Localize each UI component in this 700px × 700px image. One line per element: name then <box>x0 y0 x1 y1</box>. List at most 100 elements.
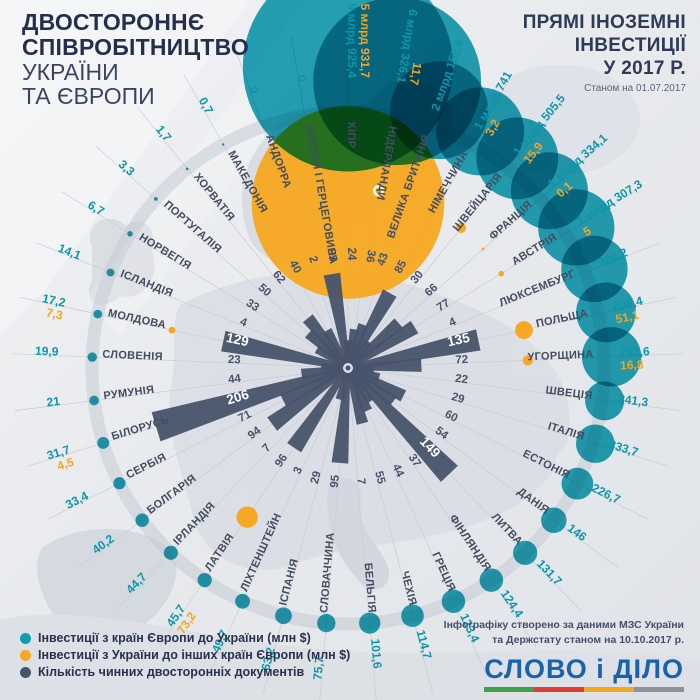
country-label: ЛИТВА <box>489 511 525 548</box>
documents-count-label: 95 <box>329 474 342 488</box>
country-ray <box>95 145 338 360</box>
logo-underline-segment <box>534 687 585 692</box>
investment-in-value: 131,7 <box>534 557 565 589</box>
incoming-investment-circle <box>541 507 567 533</box>
documents-bar <box>151 367 344 442</box>
documents-count-label: 206 <box>225 386 251 407</box>
documents-count-label: 29 <box>450 391 466 406</box>
investment-in-value: 800,4 <box>612 294 645 314</box>
as-of-date: Станом на 01.07.2017 <box>584 83 686 95</box>
incoming-investment-circle <box>401 604 424 628</box>
legend: Інвестиції з країн Європи до України (мл… <box>20 628 350 682</box>
country-ray <box>359 376 619 569</box>
investment-in-value: 19,9 <box>35 344 59 359</box>
incoming-investment-circle <box>581 327 642 387</box>
orange-dot-icon <box>20 649 31 661</box>
country-label: СЕРБІЯ <box>124 451 168 481</box>
subtitle-line: ІНВЕСТИЦІЇ <box>574 34 686 56</box>
documents-bar <box>348 289 397 365</box>
investment-out-value: 51,1 <box>614 308 640 327</box>
country-ray <box>262 381 345 694</box>
incoming-investment-circle <box>513 540 538 565</box>
incoming-investment-circle <box>235 593 250 609</box>
country-ray <box>361 371 670 467</box>
country-ray <box>61 191 337 362</box>
title-line: УКРАЇНИ <box>22 58 119 85</box>
country-label: ЛЮКСЕМБУРГ <box>498 268 578 310</box>
outgoing-investment-dot <box>456 222 467 233</box>
country-ray <box>355 379 537 647</box>
country-label: КІПР <box>345 122 357 148</box>
country-ray <box>353 380 487 675</box>
incoming-investment-circle <box>441 589 466 613</box>
documents-count-label: 44 <box>227 373 242 387</box>
country-ray <box>348 381 377 700</box>
documents-bar <box>335 372 350 401</box>
incoming-investment-circle <box>185 167 189 171</box>
investment-in-value: 33,4 <box>63 489 90 512</box>
logo-underline-segment <box>634 687 685 692</box>
legend-label: Інвестиції з України до інших країн Євро… <box>38 648 351 662</box>
incoming-investment-circle <box>359 612 381 634</box>
investment-out-value: 11,7 <box>407 61 425 86</box>
country-label: СЛОВЕНІЯ <box>102 349 163 364</box>
investment-in-value: 63,2 <box>258 646 278 672</box>
documents-count-label: 24 <box>345 248 357 261</box>
outgoing-investment-dot <box>522 355 533 366</box>
country-label: ГРЕЦІЯ <box>429 550 457 593</box>
investment-in-value: 9 млрд 925,4 <box>345 3 359 78</box>
documents-count-label: 72 <box>455 354 468 367</box>
outgoing-investment-dot <box>236 506 258 528</box>
incoming-investment-circle <box>585 381 625 421</box>
country-ray <box>351 381 434 694</box>
documents-bar <box>349 369 458 482</box>
incoming-investment-circle <box>89 395 99 406</box>
chart-center-dot <box>345 365 351 371</box>
outgoing-investment-dot <box>481 247 485 251</box>
documents-count-label: 4 <box>238 316 249 330</box>
incoming-investment-circle <box>153 196 158 201</box>
documents-count-label: 4 <box>447 316 458 330</box>
documents-bar <box>351 368 407 402</box>
investment-in-value: 146 <box>565 521 590 544</box>
documents-count-label: 2 <box>306 254 319 264</box>
documents-count-label: 29 <box>309 470 324 485</box>
documents-count-label: 71 <box>236 408 253 425</box>
investment-out-value: 16,8 <box>620 357 644 372</box>
investment-out-value: 5 млрд 931,7 <box>358 3 372 78</box>
logo-underline-segment <box>584 687 635 692</box>
incoming-investment-circle <box>127 231 133 237</box>
incoming-investment-circle <box>221 143 225 146</box>
incoming-investment-circle <box>113 477 126 490</box>
documents-bar <box>221 330 344 370</box>
country-ray <box>115 377 339 611</box>
documents-count-label: 44 <box>390 462 406 479</box>
logo-text: СЛОВО і ДІЛО <box>484 654 684 684</box>
subtitle-line: У 2017 Р. <box>603 57 686 79</box>
incoming-investment-circle <box>135 513 149 527</box>
outgoing-investment-dot <box>498 270 505 277</box>
incoming-investment-circle <box>163 545 178 560</box>
documents-count-label: 7 <box>354 478 367 485</box>
documents-bar <box>322 328 348 365</box>
slate-dot-icon <box>20 666 31 678</box>
documents-count-label: 129 <box>225 330 250 349</box>
documents-count-label: 60 <box>443 408 460 424</box>
data-source-note: Інфографіку створено за даними МЗС Украї… <box>444 618 684 648</box>
country-label: БЕЛЬГІЯ <box>362 562 378 613</box>
documents-count-label: 85 <box>393 258 410 276</box>
investment-in-value: 101,6 <box>368 638 385 669</box>
documents-bar <box>280 368 345 407</box>
documents-count-label: 135 <box>446 330 472 350</box>
country-ray <box>360 373 649 520</box>
investment-in-value: 0 <box>295 74 310 83</box>
investment-in-value: 31,7 <box>45 442 72 462</box>
country-ray <box>14 369 335 412</box>
documents-count-label: 40 <box>287 259 304 276</box>
country-ray <box>209 380 343 675</box>
documents-bar <box>346 372 369 425</box>
source-line: Інфографіку створено за даними МЗС Украї… <box>443 618 684 631</box>
slovo-i-dilo-logo: СЛОВО і ДІЛО <box>484 654 685 692</box>
incoming-investment-circle <box>479 568 504 592</box>
